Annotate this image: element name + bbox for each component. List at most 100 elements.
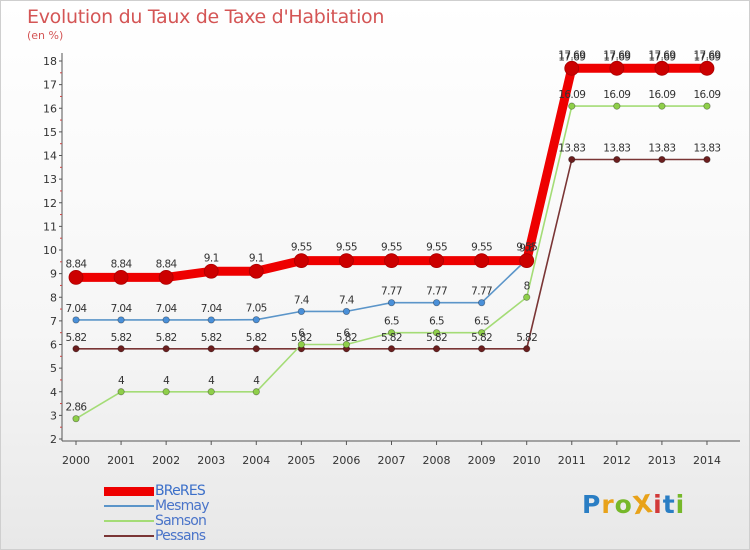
legend-label-mesmay: Mesmay xyxy=(155,498,209,514)
y-tick-label: 5 xyxy=(50,362,57,375)
series-points xyxy=(68,60,715,423)
data-label-pessans: 5.82 xyxy=(381,332,402,344)
data-label-samson: 2.86 xyxy=(66,402,88,414)
data-label-samson: 4 xyxy=(118,375,125,387)
data-label-mesmay: 17.69 xyxy=(693,51,720,63)
data-point-pessans xyxy=(72,345,80,353)
data-point-pessans xyxy=(162,345,170,353)
data-label-mesmay: 7.4 xyxy=(294,294,310,306)
legend-label-pessans: Pessans xyxy=(155,528,206,544)
x-tick-label: 2000 xyxy=(62,454,90,467)
data-point-samson xyxy=(297,340,305,349)
data-point-breres xyxy=(113,270,129,285)
data-label-samson: 4 xyxy=(208,375,215,387)
x-tick-label: 2002 xyxy=(152,454,180,467)
x-tick-label: 2010 xyxy=(513,454,541,467)
data-point-breres xyxy=(429,253,444,269)
data-label-mesmay: 7.04 xyxy=(66,303,88,315)
proxiti-logo: ProXiti xyxy=(582,488,685,521)
legend-swatch-mesmay xyxy=(104,505,154,507)
y-tick-label: 10 xyxy=(43,244,57,257)
data-point-breres xyxy=(203,263,219,279)
data-point-mesmay xyxy=(72,316,80,324)
data-point-breres xyxy=(339,253,354,269)
data-label-mesmay: 7.77 xyxy=(426,286,447,298)
data-label-mesmay: 17.69 xyxy=(603,51,630,63)
y-tick-label: 14 xyxy=(43,150,57,163)
data-label-pessans: 5.82 xyxy=(246,332,267,344)
legend-label-samson: Samson xyxy=(155,513,207,529)
data-label-breres: 9.55 xyxy=(516,242,537,254)
data-label-samson: 8 xyxy=(524,280,530,292)
logo-letter: P xyxy=(582,490,602,519)
y-tick-label: 6 xyxy=(50,339,57,352)
data-point-samson xyxy=(342,340,351,349)
data-label-samson: 4 xyxy=(163,375,170,387)
data-label-breres: 17.69 xyxy=(693,49,720,61)
logo-letter: t xyxy=(662,490,676,519)
data-label-mesmay: 7.4 xyxy=(339,294,355,306)
data-label-pessans: 5.82 xyxy=(156,332,177,344)
data-point-pessans xyxy=(432,345,441,353)
data-label-pessans: 5.82 xyxy=(471,332,492,344)
logo-letter: r xyxy=(601,490,615,519)
data-label-samson: 16.09 xyxy=(693,89,720,101)
data-point-breres xyxy=(609,60,625,76)
logo-letter: X xyxy=(630,488,656,521)
data-label-breres: 9.1 xyxy=(249,252,264,264)
data-point-samson xyxy=(523,293,531,301)
data-point-breres xyxy=(474,253,490,269)
legend-label-breres: BReRES xyxy=(155,483,206,499)
data-label-breres: 8.84 xyxy=(111,258,133,270)
data-label-breres: 8.84 xyxy=(156,258,178,270)
x-tick-label: 2003 xyxy=(197,454,225,467)
data-label-breres: 9.55 xyxy=(381,242,402,254)
series-data-labels: 5.82 5.82 5.82 5.82 5.82 5.82 5.82 5.82 5.82 5.82… xyxy=(66,49,722,414)
data-point-breres xyxy=(519,253,535,269)
y-tick-label: 2 xyxy=(50,433,57,446)
data-point-samson xyxy=(613,102,621,110)
data-label-breres: 17.69 xyxy=(558,49,585,61)
data-label-mesmay: 17.69 xyxy=(648,51,675,63)
legend-swatch-pessans xyxy=(104,535,154,537)
logo-letter: o xyxy=(614,490,633,519)
data-label-pessans: 5.82 xyxy=(291,332,312,344)
data-label-mesmay: 7.04 xyxy=(201,303,223,315)
data-label-breres: 9.55 xyxy=(336,242,357,254)
data-point-samson xyxy=(252,388,260,396)
data-label-samson: 6.5 xyxy=(429,316,444,328)
data-point-pessans xyxy=(523,345,531,353)
data-label-mesmay: 9.6 xyxy=(519,242,535,254)
data-point-samson xyxy=(432,329,441,337)
data-label-mesmay: 7.77 xyxy=(471,286,492,298)
data-label-pessans: 5.82 xyxy=(426,332,447,344)
data-point-breres xyxy=(68,270,84,285)
legend-swatch-breres xyxy=(104,486,154,496)
y-tick-label: 17 xyxy=(43,79,57,92)
chart-subtitle: (en %) xyxy=(27,29,64,42)
data-label-mesmay: 7.05 xyxy=(246,303,267,315)
data-label-samson: 4 xyxy=(253,375,260,387)
data-point-mesmay xyxy=(252,316,260,324)
data-point-samson xyxy=(478,329,486,337)
data-point-pessans xyxy=(207,345,215,353)
data-point-breres xyxy=(654,60,670,76)
data-point-pessans xyxy=(478,345,486,353)
data-point-pessans xyxy=(117,345,125,353)
data-point-samson xyxy=(703,102,711,110)
x-tick-label: 2009 xyxy=(468,454,496,467)
data-label-mesmay: 17.69 xyxy=(558,51,585,63)
data-point-mesmay xyxy=(162,316,170,324)
data-label-pessans: 13.83 xyxy=(603,143,630,155)
data-point-breres xyxy=(564,60,580,76)
data-point-samson xyxy=(117,388,125,396)
data-label-breres: 9.55 xyxy=(426,242,447,254)
y-tick-label: 13 xyxy=(43,173,57,186)
data-label-mesmay: 7.77 xyxy=(381,286,402,298)
legend-swatch-samson xyxy=(104,520,154,522)
data-label-samson: 16.09 xyxy=(558,89,585,101)
data-label-samson: 6 xyxy=(298,328,305,340)
y-tick-label: 11 xyxy=(43,220,57,233)
x-tick-label: 2011 xyxy=(558,454,586,467)
data-point-mesmay xyxy=(478,299,486,307)
